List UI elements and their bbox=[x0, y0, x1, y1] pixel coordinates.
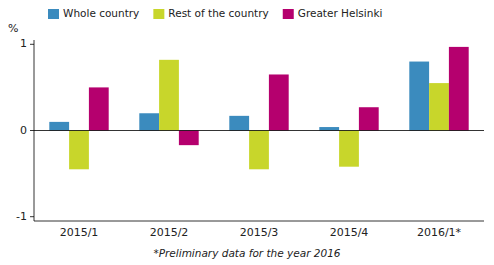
legend-swatch bbox=[153, 9, 164, 19]
legend-swatch bbox=[48, 9, 59, 19]
bar bbox=[319, 127, 339, 130]
chart-container: -1 0 1 2015/1 2015/2 2015/3 2015/4 2016/1*% Whol… bbox=[0, 0, 494, 265]
bar bbox=[339, 131, 359, 167]
legend-label: Greater Helsinki bbox=[298, 7, 383, 19]
bar bbox=[179, 131, 199, 146]
bars bbox=[49, 47, 468, 169]
legend-item: Rest of the country bbox=[153, 7, 268, 19]
bar bbox=[159, 60, 179, 131]
y-tick-label: 0 bbox=[20, 124, 27, 137]
x-tick-label: 2015/2 bbox=[150, 226, 189, 239]
bar bbox=[229, 116, 249, 131]
legend-swatch bbox=[283, 9, 294, 19]
bar bbox=[429, 83, 449, 130]
legend-label: Rest of the country bbox=[168, 7, 268, 19]
bar bbox=[249, 131, 269, 170]
bar bbox=[449, 47, 469, 131]
y-tick bbox=[30, 44, 34, 45]
legend-item: Greater Helsinki bbox=[283, 7, 383, 19]
bar bbox=[269, 74, 289, 130]
x-tick-label: 2015/4 bbox=[330, 226, 369, 239]
x-axis-line bbox=[34, 221, 484, 222]
x-tick-label: 2016/1* bbox=[417, 226, 462, 239]
x-tick-label: 2015/3 bbox=[240, 226, 279, 239]
bar bbox=[359, 107, 379, 130]
y-tick-label: 1 bbox=[20, 37, 27, 50]
legend-item: Whole country bbox=[48, 7, 139, 19]
legend-label: Whole country bbox=[63, 7, 139, 19]
zero-line bbox=[34, 130, 484, 131]
bar bbox=[69, 131, 89, 170]
footnote: *Preliminary data for the year 2016 bbox=[153, 247, 340, 259]
y-axis-label: % bbox=[8, 22, 18, 35]
bar bbox=[139, 113, 159, 130]
y-tick bbox=[30, 130, 34, 131]
y-tick bbox=[30, 216, 34, 217]
bar bbox=[409, 62, 429, 131]
y-tick-label: -1 bbox=[16, 210, 27, 223]
legend: Whole country Rest of the country Greater … bbox=[48, 7, 382, 19]
bar bbox=[89, 87, 109, 130]
background bbox=[0, 0, 494, 265]
x-tick-label: 2015/1 bbox=[60, 226, 99, 239]
bar bbox=[49, 122, 69, 131]
chart: -1 0 1 2015/1 2015/2 2015/3 2015/4 2016/1*% Whol… bbox=[0, 0, 494, 265]
